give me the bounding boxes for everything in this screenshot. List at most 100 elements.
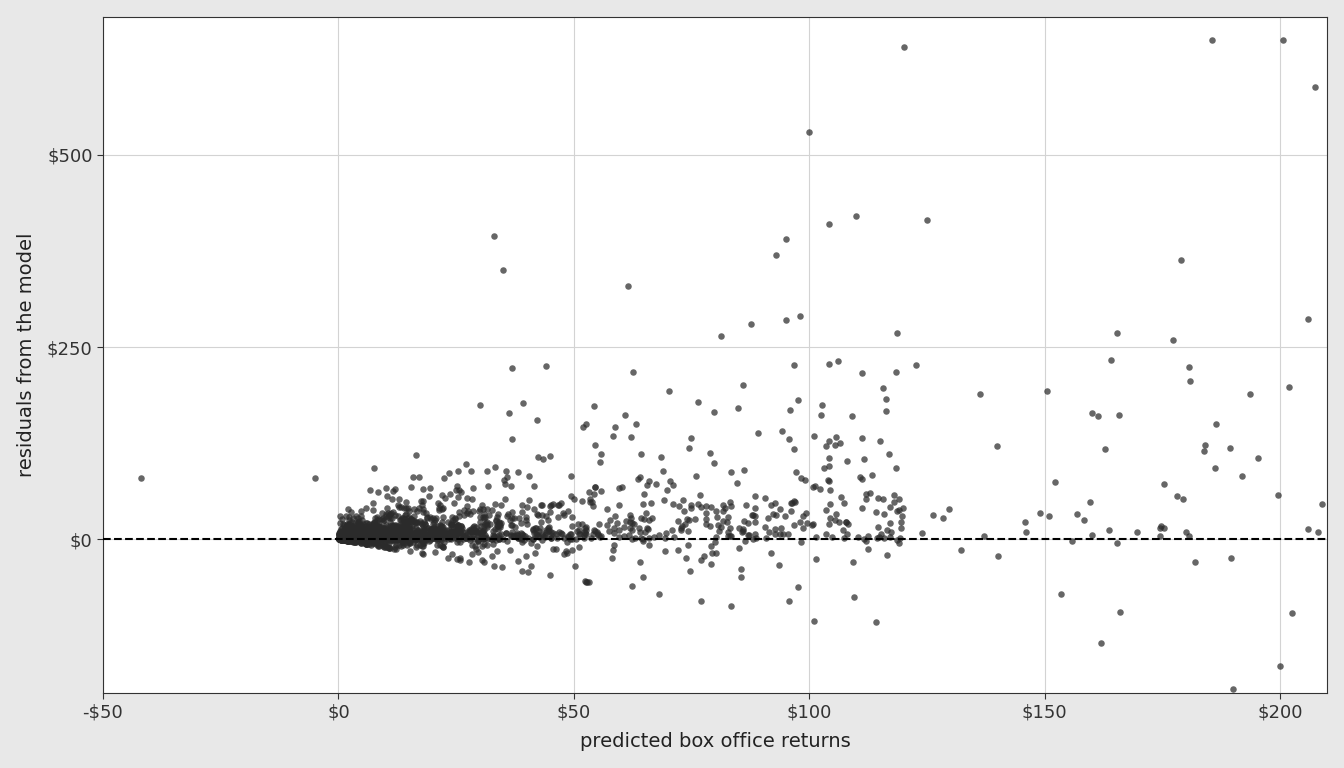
- Point: [1150, 519, 1172, 531]
- Point: [333, 518, 355, 531]
- Point: [383, 524, 405, 536]
- Point: [524, 522, 546, 535]
- Point: [606, 517, 628, 529]
- Point: [609, 523, 630, 535]
- Point: [386, 533, 407, 545]
- Point: [367, 521, 388, 533]
- Point: [358, 531, 379, 543]
- Point: [368, 531, 390, 543]
- Point: [614, 409, 636, 422]
- Point: [473, 521, 495, 533]
- Point: [511, 528, 532, 541]
- Point: [638, 475, 660, 487]
- Point: [370, 530, 391, 542]
- Point: [461, 548, 482, 560]
- Point: [417, 511, 438, 524]
- Point: [333, 532, 355, 545]
- Point: [667, 515, 688, 528]
- Point: [446, 525, 468, 537]
- Point: [332, 530, 353, 542]
- Point: [765, 497, 786, 509]
- Point: [343, 533, 364, 545]
- Point: [376, 490, 398, 502]
- Point: [371, 528, 392, 540]
- Point: [363, 532, 384, 545]
- Point: [409, 527, 430, 539]
- Point: [442, 525, 464, 537]
- Point: [448, 518, 469, 531]
- Point: [488, 520, 509, 532]
- Point: [355, 531, 376, 544]
- Point: [433, 527, 454, 539]
- Point: [367, 538, 388, 551]
- Point: [388, 531, 410, 543]
- Point: [418, 522, 439, 535]
- Point: [387, 510, 409, 522]
- Point: [581, 495, 602, 508]
- Point: [695, 507, 716, 519]
- Point: [391, 519, 413, 531]
- Point: [341, 532, 363, 545]
- Point: [403, 531, 425, 544]
- Point: [359, 532, 380, 545]
- Point: [892, 502, 914, 515]
- Point: [344, 530, 366, 542]
- Point: [380, 531, 402, 544]
- Point: [781, 505, 802, 518]
- Point: [349, 529, 371, 541]
- Point: [638, 538, 660, 551]
- Point: [601, 551, 622, 564]
- Point: [352, 531, 374, 544]
- Point: [442, 511, 464, 523]
- Point: [345, 533, 367, 545]
- Point: [339, 518, 360, 530]
- Point: [1202, 34, 1223, 46]
- Point: [784, 519, 805, 531]
- Point: [390, 524, 411, 536]
- Point: [628, 473, 649, 485]
- Point: [399, 528, 421, 540]
- Point: [710, 330, 731, 343]
- Point: [335, 533, 356, 545]
- Point: [446, 528, 468, 541]
- Point: [356, 534, 378, 546]
- Point: [347, 528, 368, 540]
- Point: [359, 525, 380, 537]
- Point: [774, 510, 796, 522]
- Point: [348, 530, 370, 542]
- Point: [1223, 683, 1245, 695]
- Point: [469, 526, 491, 538]
- Point: [383, 527, 405, 539]
- Point: [347, 516, 368, 528]
- Point: [688, 396, 710, 408]
- Point: [384, 483, 406, 495]
- Point: [794, 474, 816, 486]
- Point: [575, 575, 597, 588]
- Point: [362, 518, 383, 531]
- Point: [352, 533, 374, 545]
- Point: [331, 526, 352, 538]
- Point: [405, 534, 426, 546]
- Point: [363, 515, 384, 528]
- Point: [540, 532, 562, 545]
- Point: [375, 532, 396, 545]
- Point: [581, 531, 602, 544]
- Point: [345, 532, 367, 545]
- Point: [363, 504, 384, 516]
- Point: [614, 521, 636, 534]
- Point: [402, 531, 423, 543]
- Point: [360, 529, 382, 541]
- Point: [441, 548, 462, 560]
- Point: [1312, 498, 1333, 511]
- Point: [358, 531, 379, 544]
- Point: [349, 519, 371, 531]
- Point: [453, 531, 474, 543]
- Point: [759, 498, 781, 511]
- Point: [335, 525, 356, 538]
- Point: [349, 530, 371, 542]
- Point: [331, 528, 352, 541]
- Point: [332, 533, 353, 545]
- Point: [501, 362, 523, 374]
- Point: [425, 522, 446, 535]
- Point: [359, 531, 380, 543]
